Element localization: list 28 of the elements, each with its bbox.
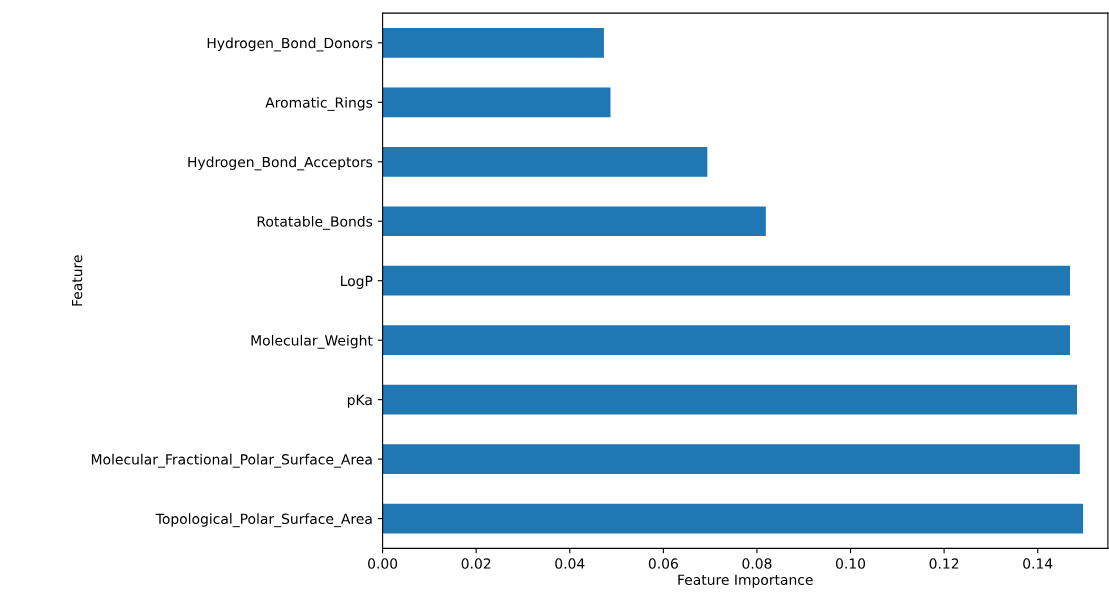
y-tick-label: Hydrogen_Bond_Acceptors	[188, 156, 373, 171]
x-tick-label: 0.08	[742, 558, 772, 569]
y-tick-label: Topological_Polar_Surface_Area	[155, 513, 372, 528]
bar	[382, 325, 1070, 356]
y-tick-label: Rotatable_Bonds	[257, 215, 373, 230]
y-tick-label: Molecular_Fractional_Polar_Surface_Area	[91, 453, 372, 468]
bar	[382, 444, 1080, 474]
y-tick-label: Molecular_Weight	[251, 334, 373, 349]
bar	[382, 146, 708, 177]
bar	[382, 503, 1084, 534]
y-tick-label: pKa	[347, 394, 372, 408]
x-tick-label: 0.10	[835, 558, 866, 569]
y-tick-label: Hydrogen_Bond_Donors	[207, 37, 373, 52]
bar	[382, 384, 1078, 415]
bar	[382, 87, 611, 118]
x-tick-label: 0.06	[648, 558, 678, 569]
x-tick-label: 0.14	[1023, 558, 1053, 569]
x-tick-label: 0.12	[929, 558, 959, 569]
bar	[382, 206, 766, 237]
x-tick-label: 0.00	[368, 558, 398, 569]
x-tick-label: 0.02	[461, 558, 491, 569]
y-tick-label: Aromatic_Rings	[265, 97, 373, 111]
x-axis-title: Feature Importance	[678, 574, 813, 588]
bar	[382, 27, 604, 58]
x-tick-label: 0.04	[555, 558, 585, 569]
y-tick-label: LogP	[341, 275, 373, 289]
bar	[382, 265, 1070, 296]
y-axis-title: Feature	[72, 255, 83, 306]
